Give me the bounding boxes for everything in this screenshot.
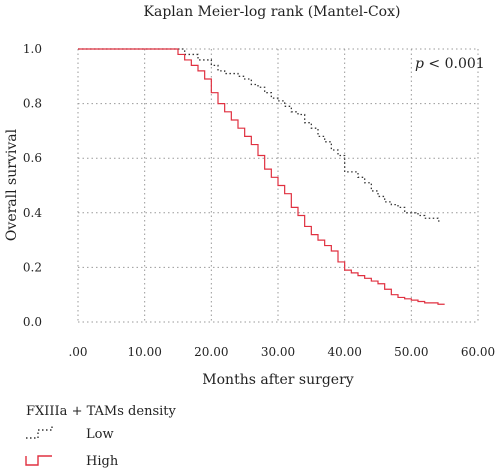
series-high-curve xyxy=(78,48,445,305)
y-tick-label: 0.8 xyxy=(23,97,42,111)
y-tick-label: 0.2 xyxy=(23,260,42,274)
x-axis-ticks: .00 10.00 20.00 30.00 40.00 50.00 60.00 xyxy=(68,345,495,359)
y-tick-label: 0.4 xyxy=(23,206,42,220)
legend-label-high: High xyxy=(86,454,119,469)
legend-label-low: Low xyxy=(86,427,114,442)
legend-title: FXIIIa + TAMs density xyxy=(26,404,176,419)
chart-title: Kaplan Meier-log rank (Mantel-Cox) xyxy=(144,4,401,20)
x-tick-label: 10.00 xyxy=(127,345,161,359)
y-axis-title: Overall survival xyxy=(4,128,20,241)
x-tick-label: .00 xyxy=(68,345,87,359)
x-tick-label: 60.00 xyxy=(461,345,495,359)
series-low-curve xyxy=(78,48,442,222)
legend-symbol-high xyxy=(25,455,52,466)
legend-symbol-low xyxy=(26,424,53,439)
x-tick-label: 20.00 xyxy=(194,345,228,359)
legend: FXIIIa + TAMs density Low High xyxy=(25,404,176,469)
x-axis-title: Months after surgery xyxy=(202,372,353,388)
survival-curves xyxy=(78,48,445,305)
y-tick-label: 1.0 xyxy=(23,42,42,56)
x-tick-label: 50.00 xyxy=(394,345,428,359)
x-tick-label: 40.00 xyxy=(327,345,361,359)
y-tick-label: 0.0 xyxy=(23,315,42,329)
y-axis-ticks: 0.0 0.2 0.4 0.6 0.8 1.0 xyxy=(23,42,42,329)
y-tick-label: 0.6 xyxy=(23,151,42,165)
p-value-annotation: p < 0.001 xyxy=(415,56,485,72)
x-tick-label: 30.00 xyxy=(261,345,295,359)
